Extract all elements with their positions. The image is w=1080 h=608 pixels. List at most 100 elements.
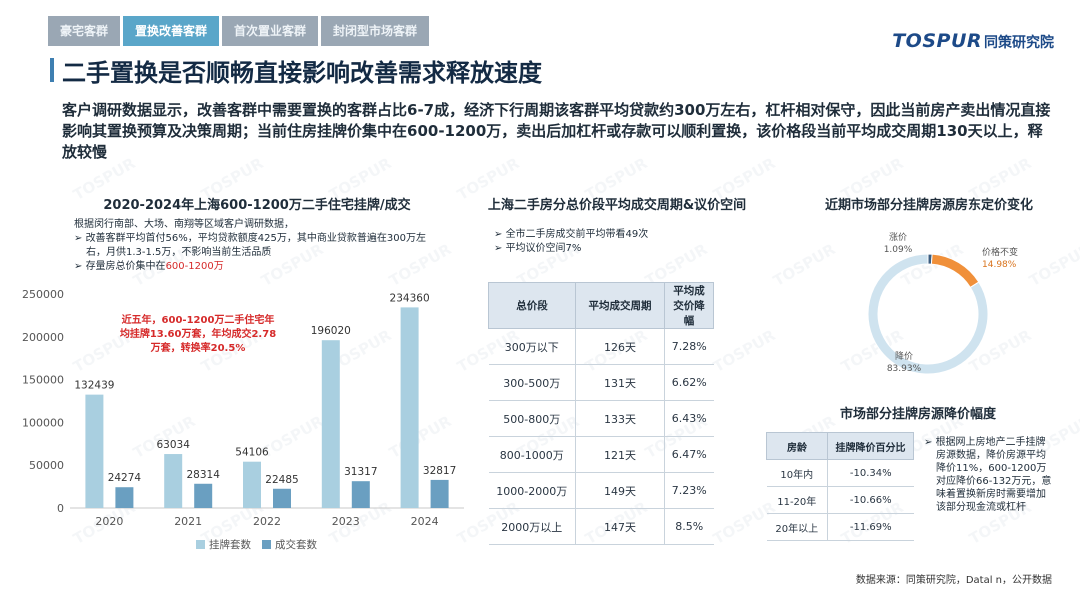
cell: 149天 [575,472,665,509]
y-tick-label: 50000 [29,459,64,472]
cell: 1000-2000万 [488,472,576,509]
survey-note-intro: 根据闵行南部、大场、南翔等区域客户调研数据， [74,219,294,230]
watermark-text: TOSPUR [710,326,779,376]
logo-en: TOSPUR [892,30,982,52]
data-label: 132439 [74,380,114,392]
survey-note-bullet: ➢ 存量房总价集中在600-1200万 [74,261,224,272]
x-tick-label: 2020 [95,515,123,528]
middle-bullet: ➢ 全市二手房成交前平均带看49次 [494,229,649,240]
data-label: 63034 [156,439,190,451]
tab-closed-market[interactable]: 封闭型市场客群 [321,16,430,46]
donut-value-label: 83.93% [887,364,922,374]
data-label: 32817 [423,465,456,477]
data-label: 24274 [108,472,142,484]
data-label: 28314 [186,469,220,481]
data-label: 31317 [344,466,377,478]
cell: 500-800万 [488,400,576,437]
donut-label: 涨价 [889,232,907,243]
donut-value-label: 1.09% [884,245,913,255]
table-header-row: 总价段 平均成交周期 平均成交价降幅 [488,282,714,329]
legend-swatch [262,540,271,549]
table-row: 800-1000万 121天 6.47% [488,436,714,473]
survey-note-bullet: ➢ 改善客群平均首付56%，平均贷款额度425万，其中商业贷款普遍在300万左右… [74,233,426,258]
discount-table-title: 市场部分挂牌房源降价幅度 [839,407,996,422]
middle-bullets: ➢ 全市二手房成交前平均带看49次 ➢ 平均议价空间7% [494,228,648,256]
x-tick-label: 2023 [332,515,360,528]
donut-label: 价格不变 [982,246,1018,258]
tab-luxury[interactable]: 豪宅客群 [48,16,121,46]
y-tick-label: 200000 [22,331,64,344]
top-tab-bar: 豪宅客群 置换改善客群 首次置业客群 封闭型市场客群 [48,16,430,46]
discount-note-bullet: ➢ 根据网上房地产二手挂牌房源数据，降价房源平均降价11%，600-1200万对… [924,437,1052,513]
y-tick-label: 150000 [22,374,64,387]
title-accent-bar [50,58,54,82]
bar-listing [164,454,183,508]
tab-first-home[interactable]: 首次置业客群 [222,16,319,46]
cell: 147天 [575,508,665,545]
tab-upgrade[interactable]: 置换改善客群 [123,16,220,46]
cell: 6.47% [664,436,714,473]
cell: 8.5% [664,508,714,545]
bar-chart-title: 2020-2024年上海600-1200万二手住宅挂牌/成交 [103,198,411,213]
cell: 133天 [575,400,665,437]
donut-value-label: 14.98% [982,260,1017,270]
watermark-text: TOSPUR [770,240,839,290]
cell: 300-500万 [488,364,576,401]
table-row: 500-800万 133天 6.43% [488,400,714,437]
donut-chart: 涨价 1.09% 价格不变 14.98% 降价 83.93% [867,232,1018,375]
table-row: 300万以下 126天 7.28% [488,328,714,365]
cell: 6.43% [664,400,714,437]
cell: 10年内 [766,459,828,487]
bar-deal [115,487,134,508]
page-title: 二手置换是否顺畅直接影响改善需求释放速度 [62,59,542,87]
bar-listing [243,461,261,508]
data-label: 234360 [390,292,430,304]
table-row: 2000万以上 147天 8.5% [488,508,714,545]
data-label: 196020 [311,325,351,337]
cell: 20年以上 [766,513,828,541]
y-tick-label: 100000 [22,416,64,429]
cell: -10.66% [827,486,914,514]
table-header-row: 房龄 挂牌降价百分比 [766,432,914,460]
bar-listing [85,394,104,508]
y-tick-label: 250000 [22,288,64,301]
x-tick-label: 2024 [411,515,439,528]
donut-title: 近期市场部分挂牌房源房东定价变化 [824,198,1033,213]
data-label: 22485 [265,474,298,486]
bar-deal [194,483,213,508]
data-source: 数据来源：同策研究院，Datal n，公开数据 [855,575,1052,586]
cell: 11-20年 [766,486,828,514]
bar-deal [273,488,291,508]
col-header: 平均成交价降幅 [664,282,714,329]
discount-note: ➢ 根据网上房地产二手挂牌房源数据，降价房源平均降价11%，600-1200万对… [924,436,1054,514]
cell: 2000万以上 [488,508,576,545]
brand-logo: TOSPUR 同策研究院 [892,30,1054,52]
discount-note-text: 根据网上房地产二手挂牌房源数据，降价房源平均降价11%，600-1200万对应降… [935,437,1052,513]
bar-chart: 0 50000 100000 150000 200000 250000 2020 13243… [22,288,464,551]
survey-note: 根据闵行南部、大场、南翔等区域客户调研数据， ➢ 改善客群平均首付56%，平均贷… [74,218,434,274]
legend-label: 成交套数 [275,538,317,551]
survey-note-b2-red: 600-1200万 [165,261,224,272]
discount-table: 房龄 挂牌降价百分比 10年内 -10.34% 11-20年 -10.66% 20年… [766,432,914,541]
cell: -11.69% [827,513,914,541]
cell: 131天 [575,364,665,401]
bar-listing [321,340,340,508]
middle-bullet: ➢ 平均议价空间7% [494,243,582,254]
col-header: 平均成交周期 [575,282,665,329]
x-tick-label: 2021 [174,515,202,528]
data-label: 54106 [235,447,269,459]
donut-label: 降价 [895,350,913,362]
table-row: 300-500万 131天 6.62% [488,364,714,401]
survey-note-b2-prefix: 存量房总价集中在 [85,261,166,272]
table-row: 1000-2000万 149天 7.23% [488,472,714,509]
legend-swatch [196,540,205,549]
cell: 121天 [575,436,665,473]
y-tick-label: 0 [57,502,64,515]
cycle-table: 总价段 平均成交周期 平均成交价降幅 300万以下 126天 7.28% 300-5… [488,282,714,545]
cell: 6.62% [664,364,714,401]
table-section-title: 上海二手房分总价段平均成交周期&议价空间 [487,198,747,213]
table-row: 11-20年 -10.66% [766,486,914,514]
survey-note-b1: 改善客群平均首付56%，平均贷款额度425万，其中商业贷款普遍在300万左右，月… [85,233,426,258]
table-row: 20年以上 -11.69% [766,513,914,541]
col-header: 挂牌降价百分比 [827,432,914,460]
